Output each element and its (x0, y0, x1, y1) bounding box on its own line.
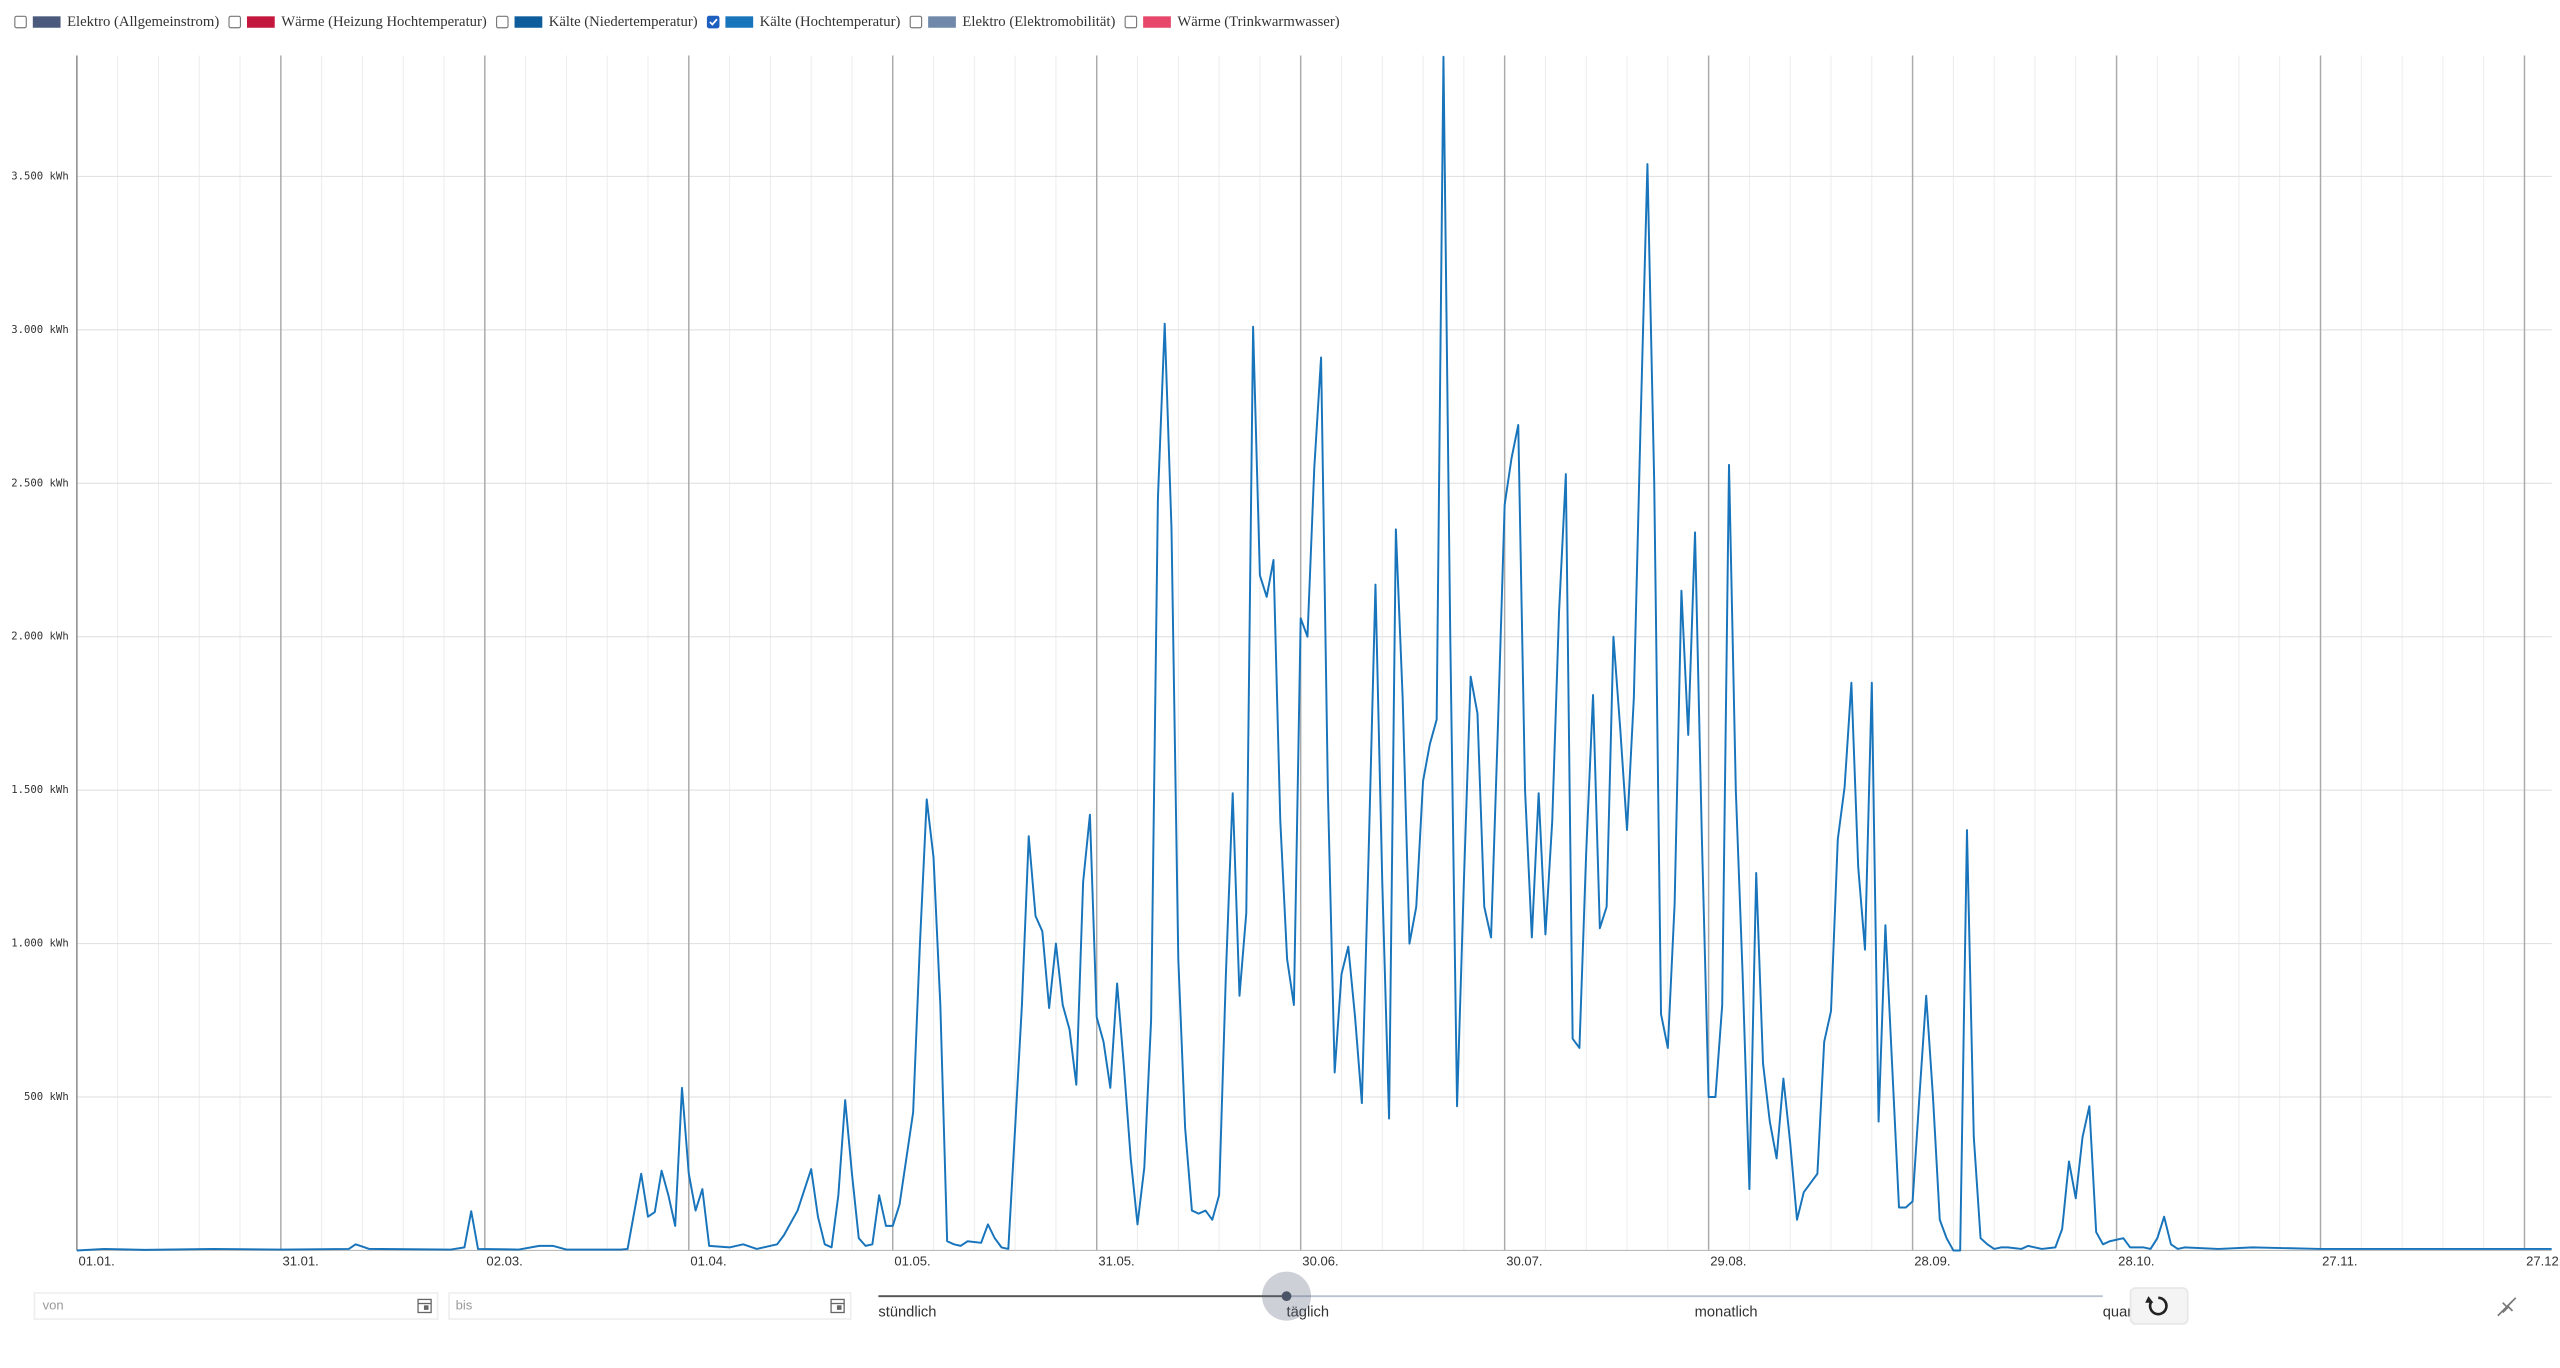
y-tick-label: 3.500 kWh (11, 169, 68, 182)
legend-checkbox[interactable] (706, 15, 720, 29)
x-tick-label: 30.06. (1302, 1253, 1338, 1268)
x-tick-label: 01.04. (690, 1253, 726, 1268)
x-tick-label: 29.08. (1710, 1253, 1746, 1268)
y-tick-label: 2.000 kWh (11, 630, 68, 643)
x-tick-label: 31.01. (282, 1253, 318, 1268)
legend-checkbox[interactable] (1124, 15, 1138, 29)
x-tick-label: 01.01. (79, 1253, 115, 1268)
controls: von bis stündlich täglich monatlich quar (33, 1271, 2517, 1325)
calendar-icon[interactable] (830, 1298, 845, 1314)
x-tick-label: 30.07. (1506, 1253, 1542, 1268)
legend-swatch[interactable] (928, 16, 956, 28)
legend-check (709, 18, 718, 26)
legend-swatch[interactable] (246, 16, 275, 28)
slider-label[interactable]: täglich (1287, 1304, 1329, 1320)
legend-checkbox[interactable] (228, 15, 242, 29)
legend-label[interactable]: Elektro (Allgemeinstrom) (67, 14, 219, 30)
x-tick-label: 01.05. (894, 1253, 930, 1268)
from-placeholder: von (43, 1297, 64, 1312)
legend-label[interactable]: Wärme (Heizung Hochtemperatur) (281, 14, 487, 30)
plot: 500 kWh 1.000 kWh 1.500 kWh 2.000 kWh 2.500 … (11, 55, 2560, 1268)
x-tick-label: 28.09. (1914, 1253, 1950, 1268)
slider-label[interactable]: monatlich (1695, 1304, 1758, 1320)
x-tick-label: 27.11. (2322, 1253, 2357, 1268)
x-tick-label: 27.12. (2526, 1253, 2560, 1268)
legend: Elektro (Allgemeinstrom) Wärme (Heizung H… (14, 14, 1340, 30)
reset-button[interactable] (2129, 1287, 2189, 1325)
y-tick-label: 1.000 kWh (11, 937, 68, 950)
x-tick-label: 28.10. (2118, 1253, 2154, 1268)
legend-label[interactable]: Kälte (Hochtemperatur) (760, 14, 901, 30)
y-tick-label: 500 kWh (24, 1090, 69, 1103)
collapse-icon[interactable] (2497, 1297, 2517, 1317)
legend-swatch[interactable] (725, 16, 754, 28)
y-tick-label: 3.000 kWh (11, 323, 68, 336)
x-tick-label: 31.05. (1098, 1253, 1134, 1268)
slider-label[interactable]: quar (2103, 1304, 2133, 1320)
legend-checkbox[interactable] (14, 15, 27, 29)
legend-label[interactable]: Wärme (Trinkwarmwasser) (1177, 14, 1339, 30)
legend-swatch[interactable] (1143, 16, 1171, 28)
y-tick-label: 1.500 kWh (11, 783, 68, 796)
reset-arrow (2145, 1296, 2154, 1303)
from-input[interactable] (33, 1292, 439, 1320)
slider-label[interactable]: stündlich (878, 1304, 936, 1320)
slider-knob[interactable] (1281, 1291, 1292, 1302)
x-tick-label: 02.03. (486, 1253, 522, 1268)
legend-checkbox[interactable] (909, 15, 923, 29)
legend-checkbox[interactable] (496, 15, 509, 29)
legend-swatch[interactable] (514, 16, 543, 28)
legend-swatch[interactable] (32, 16, 61, 28)
reset-icon (2148, 1296, 2168, 1316)
legend-label[interactable]: Kälte (Niedertemperatur) (549, 14, 698, 30)
legend-label[interactable]: Elektro (Elektromobilität) (962, 14, 1115, 30)
series-line (76, 55, 2552, 1252)
y-tick-label: 2.500 kWh (11, 476, 68, 489)
to-placeholder: bis (456, 1297, 473, 1312)
calendar-icon[interactable] (417, 1298, 432, 1314)
to-input[interactable] (448, 1292, 852, 1320)
